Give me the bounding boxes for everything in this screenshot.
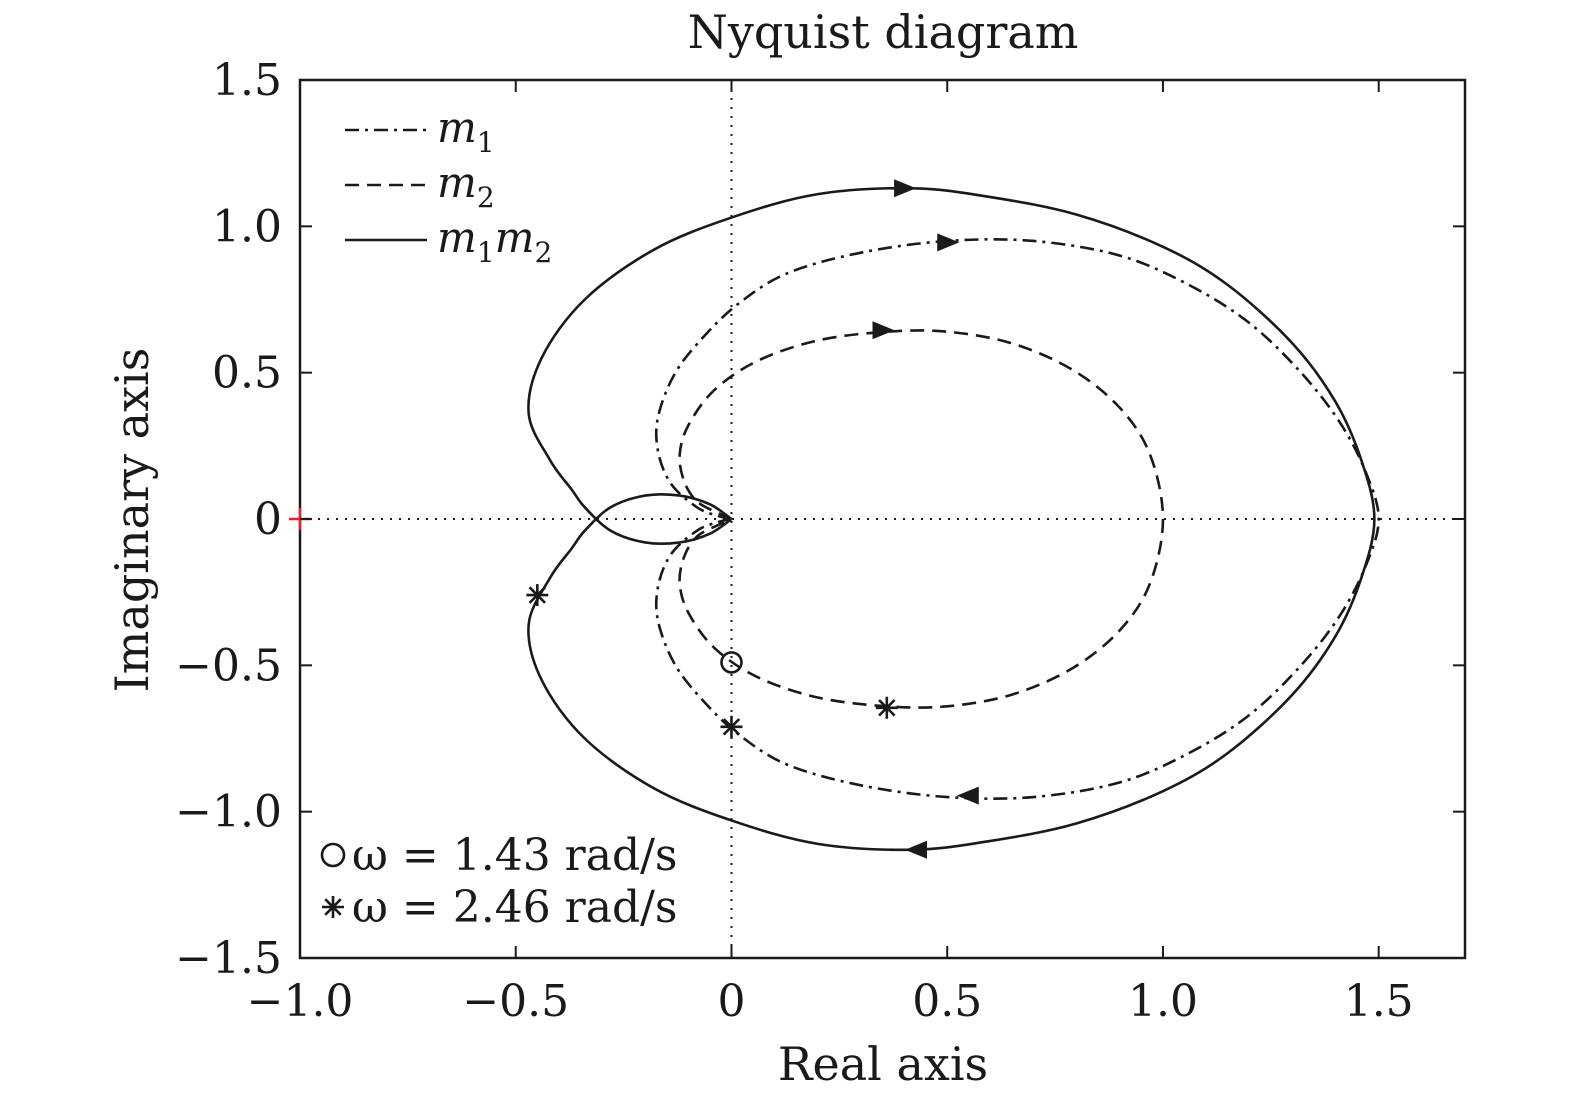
star-stroke [324,898,342,916]
plot-area [289,78,1467,960]
annotation-text: ω = 1.43 rad/s [352,830,678,881]
y-tick-label: 0.5 [212,348,282,399]
direction-arrow [872,321,895,340]
x-tick-label: 1.5 [1344,976,1414,1027]
legend-label: m1 [437,103,495,159]
series-curve-m1 [654,238,1380,800]
x-tick-label: 0 [717,976,745,1027]
axis-ticks: −1.0 −0.5 0 0.5 1.0 1.5−1.5−1.0−0.500.51.01.5 [175,55,1465,1027]
series-curve-m2 [678,329,1165,709]
x-tick-label: 1.0 [1128,976,1198,1027]
marker-star [526,584,549,607]
y-tick-label: 1.0 [212,201,282,252]
annotation-text: ω = 2.46 rad/s [352,882,678,933]
direction-arrow [937,233,960,252]
marker-star [720,715,743,738]
series-curve-m1m2 [527,186,1376,852]
chart-title: Nyquist diagram [688,5,1079,59]
star-stroke [722,718,741,736]
legend-label: m1m2 [437,213,552,269]
y-tick-label: −0.5 [175,640,282,691]
y-tick-label: −1.0 [175,787,282,838]
x-tick-label: −0.5 [462,976,569,1027]
y-tick-label: −1.5 [175,933,282,984]
x-tick-label: −1.0 [247,976,354,1027]
marker-annotations: ω = 1.43 rad/sω = 2.46 rad/s [320,830,678,933]
star-stroke [528,586,547,604]
y-tick-label: 1.5 [212,55,282,106]
annotation-star-icon [322,896,344,918]
x-tick-label: 0.5 [912,976,982,1027]
star-stroke [878,699,896,717]
y-tick-label: 0 [254,494,282,545]
legend-label: m2 [437,158,495,214]
y-axis-label: Imaginary axis [105,348,159,693]
direction-arrow [956,786,979,805]
marker-circle [720,651,743,674]
x-axis-label: Real axis [778,1037,988,1091]
marker-star [875,696,898,719]
direction-arrow [894,179,917,198]
direction-arrow [905,840,928,859]
annotation-circle-icon [320,842,346,868]
